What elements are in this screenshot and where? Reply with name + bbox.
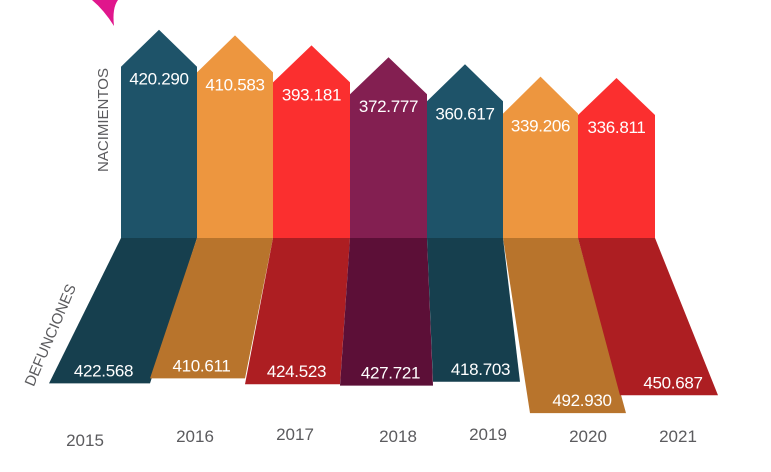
nacimientos-value-label: 339.206 <box>511 117 570 136</box>
year-tick-label: 2015 <box>66 431 104 450</box>
nacimientos-value-label: 410.583 <box>205 75 264 94</box>
defunciones-bar-2015 <box>49 238 197 384</box>
defunciones-value-label: 492.930 <box>552 391 611 410</box>
pink-corner-decoration <box>92 0 118 26</box>
defunciones-bar-2017 <box>245 238 350 385</box>
year-tick-label: 2020 <box>569 427 607 446</box>
defunciones-value-label: 450.687 <box>643 373 702 392</box>
defunciones-bar-2020 <box>503 238 626 414</box>
nacimientos-value-label: 336.811 <box>587 118 645 137</box>
defunciones-bar-2021 <box>578 238 718 396</box>
defunciones-bar-2018 <box>340 238 433 386</box>
year-tick-label: 2018 <box>379 427 417 446</box>
nacimientos-bar-2019 <box>427 64 503 238</box>
nacimientos-bar-2021 <box>578 78 655 238</box>
nacimientos-axis-label: NACIMIENTOS <box>95 68 112 172</box>
defunciones-value-label: 418.703 <box>451 360 510 379</box>
year-tick-label: 2016 <box>176 427 214 446</box>
nacimientos-value-label: 420.290 <box>129 70 188 89</box>
nacimientos-bar-2016 <box>197 35 273 239</box>
nacimientos-bar-2020 <box>503 76 578 238</box>
year-tick-label: 2019 <box>469 425 507 444</box>
defunciones-value-label: 422.568 <box>74 361 133 380</box>
nacimientos-value-label: 393.181 <box>282 85 341 104</box>
nacimientos-bar-2017 <box>273 45 350 239</box>
defunciones-value-label: 424.523 <box>267 362 326 381</box>
nacimientos-value-label: 360.617 <box>435 104 494 123</box>
nacimientos-bar-2018 <box>350 57 427 238</box>
year-tick-label: 2017 <box>276 425 314 444</box>
nacimientos-bar-2015 <box>121 29 197 239</box>
defunciones-value-label: 410.611 <box>172 356 230 375</box>
defunciones-value-label: 427.721 <box>361 364 420 383</box>
year-tick-label: 2021 <box>659 427 697 446</box>
nacimientos-value-label: 372.777 <box>359 97 418 116</box>
defunciones-bar-2016 <box>150 238 273 379</box>
defunciones-bar-2019 <box>427 238 520 382</box>
